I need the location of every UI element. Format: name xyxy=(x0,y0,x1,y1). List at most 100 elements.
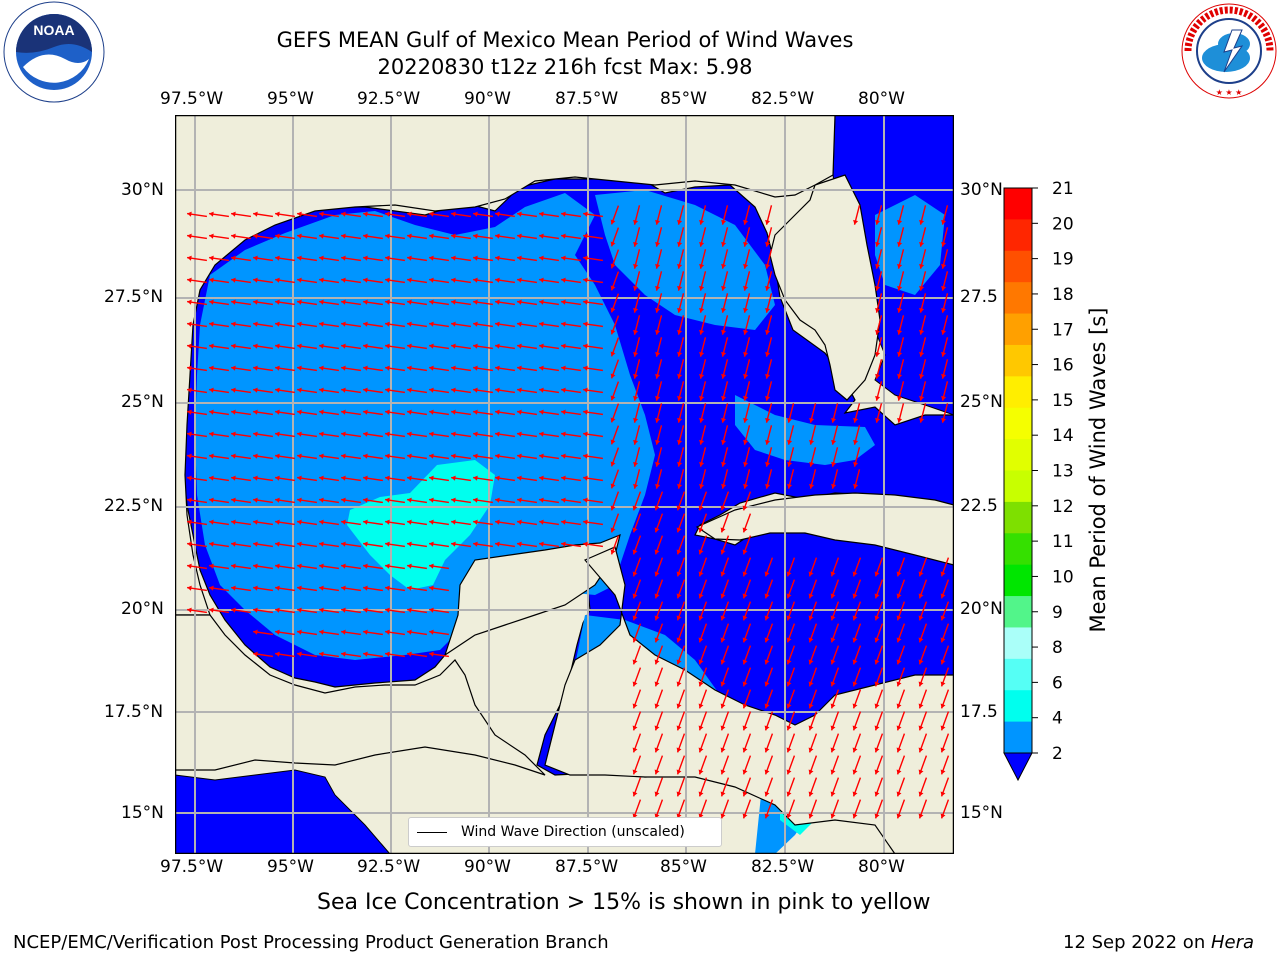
wave-direction-arrowhead xyxy=(539,519,544,525)
wave-direction-arrowhead xyxy=(297,519,302,525)
wave-direction-arrowhead xyxy=(363,651,368,657)
wave-direction-arrowhead xyxy=(187,431,192,437)
wave-direction-arrowhead xyxy=(495,453,500,459)
wave-direction-arrowhead xyxy=(319,497,324,503)
wave-direction-arrowhead xyxy=(231,497,236,503)
colorbar-block xyxy=(1004,439,1032,471)
wave-direction-arrowhead xyxy=(676,791,682,797)
wave-direction-arrowhead xyxy=(209,607,214,613)
wave-direction-arrowhead xyxy=(275,233,280,239)
wave-direction-arrowhead xyxy=(853,439,859,445)
wave-direction-arrowhead xyxy=(341,497,346,503)
wind-wave-map xyxy=(174,114,955,855)
wave-direction-arrowhead xyxy=(209,541,214,547)
wave-direction-arrowhead xyxy=(407,651,412,657)
wave-direction-arrowhead xyxy=(654,615,660,621)
wave-direction-arrowhead xyxy=(743,351,749,357)
wave-direction-arrowhead xyxy=(677,241,683,247)
wave-direction-arrowhead xyxy=(275,387,280,393)
wave-direction-arrowhead xyxy=(561,299,566,305)
wave-direction-arrowhead xyxy=(896,747,902,753)
wave-direction-arrowhead xyxy=(517,475,522,481)
wave-direction-arrowhead xyxy=(632,637,638,643)
wave-direction-arrowhead xyxy=(610,219,616,225)
wave-direction-arrowhead xyxy=(918,813,924,819)
wave-direction-arrowhead xyxy=(297,233,302,239)
wave-direction-arrowhead xyxy=(830,681,836,687)
wave-direction-arrowhead xyxy=(765,483,771,489)
wave-direction-arrowhead xyxy=(742,505,748,511)
wave-direction-arrowhead xyxy=(698,571,704,577)
wave-direction-arrowhead xyxy=(297,277,302,283)
wave-direction-arrowhead xyxy=(231,365,236,371)
colorbar-block xyxy=(1004,188,1032,220)
wave-direction-arrowhead xyxy=(919,241,925,247)
wave-direction-arrowhead xyxy=(742,659,748,665)
wave-direction-arrowhead xyxy=(698,769,704,775)
wave-direction-arrowhead xyxy=(655,241,661,247)
noaa-logo: NOAA xyxy=(3,1,105,107)
wave-direction-arrowhead xyxy=(897,285,903,291)
wave-direction-arrowhead xyxy=(720,615,726,621)
wave-direction-arrowhead xyxy=(319,211,324,217)
colorbar-tick-label: 8 xyxy=(1052,638,1063,658)
lon-label: 95°W xyxy=(267,857,314,877)
wave-direction-arrowhead xyxy=(429,475,434,481)
wave-direction-arrowhead xyxy=(297,255,302,261)
wave-direction-arrowhead xyxy=(429,453,434,459)
wave-direction-arrowhead xyxy=(896,813,902,819)
wave-direction-arrowhead xyxy=(830,571,836,577)
wave-direction-arrowhead xyxy=(473,519,478,525)
wave-direction-arrowhead xyxy=(209,585,214,591)
wave-direction-arrowhead xyxy=(720,527,726,533)
wave-direction-arrowhead xyxy=(363,277,368,283)
wave-direction-arrowhead xyxy=(919,285,925,291)
wave-direction-arrowhead xyxy=(852,725,858,731)
period-4-6-region xyxy=(347,460,495,590)
wave-direction-arrowhead xyxy=(764,571,770,577)
wave-direction-arrowhead xyxy=(742,527,748,533)
wave-direction-arrowhead xyxy=(896,681,902,687)
wave-direction-arrowhead xyxy=(918,703,924,709)
wave-direction-arrowhead xyxy=(407,277,412,283)
wave-direction-arrowhead xyxy=(720,791,726,797)
wave-direction-arrowhead xyxy=(187,541,192,547)
wave-direction-arrowhead xyxy=(721,395,727,401)
wave-direction-arrowhead xyxy=(940,681,946,687)
wave-direction-arrowhead xyxy=(407,343,412,349)
lon-label: 85°W xyxy=(660,857,707,877)
wave-direction-arrowhead xyxy=(495,365,500,371)
lat-label: 15°N xyxy=(121,803,164,823)
wave-direction-arrowhead xyxy=(941,373,947,379)
wave-direction-arrowhead xyxy=(517,497,522,503)
wave-direction-arrowhead xyxy=(363,563,368,569)
wave-direction-arrowhead xyxy=(231,211,236,217)
wave-direction-arrowhead xyxy=(385,519,390,525)
wave-direction-arrowhead xyxy=(517,541,522,547)
wave-direction-arrowhead xyxy=(473,255,478,261)
wave-direction-arrowhead xyxy=(473,387,478,393)
wave-direction-arrowhead xyxy=(677,285,683,291)
wave-direction-arrowhead xyxy=(654,637,660,643)
wave-direction-arrowhead xyxy=(721,439,727,445)
wave-direction-arrowhead xyxy=(451,475,456,481)
colorbar-tick-label: 16 xyxy=(1052,356,1074,376)
wave-direction-arrowhead xyxy=(407,475,412,481)
wave-direction-arrowhead xyxy=(698,505,704,511)
wave-direction-arrowhead xyxy=(253,453,258,459)
colorbar-tick-label: 2 xyxy=(1052,744,1063,764)
wave-direction-arrowhead xyxy=(897,263,903,269)
wave-direction-arrowhead xyxy=(610,549,616,555)
wave-direction-arrowhead xyxy=(940,593,946,599)
wave-direction-arrowhead xyxy=(209,475,214,481)
wave-direction-arrowhead xyxy=(517,299,522,305)
wave-direction-arrowhead xyxy=(297,629,302,635)
wave-direction-arrowhead xyxy=(633,329,639,335)
wave-direction-arrowhead xyxy=(919,351,925,357)
wave-direction-arrowhead xyxy=(495,211,500,217)
wave-direction-arrowhead xyxy=(495,475,500,481)
wave-direction-arrowhead xyxy=(808,791,814,797)
wave-direction-arrowhead xyxy=(561,387,566,393)
wave-direction-arrowhead xyxy=(187,321,192,327)
wave-direction-arrowhead xyxy=(787,439,793,445)
